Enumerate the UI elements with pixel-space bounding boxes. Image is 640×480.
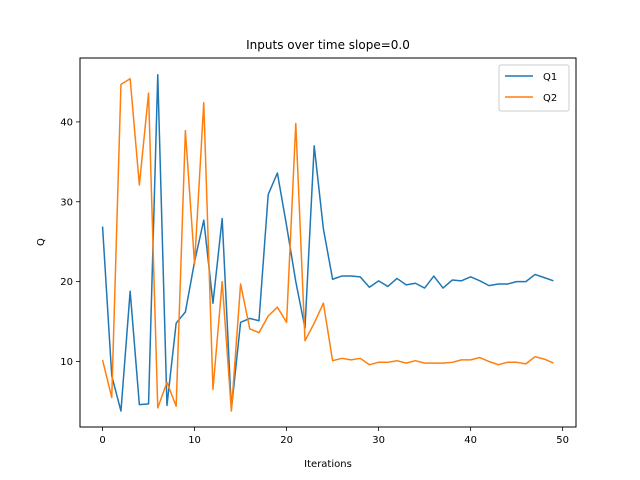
x-tick-label: 0 <box>99 435 105 446</box>
legend-label-q2: Q2 <box>543 93 557 104</box>
legend-box <box>498 64 570 112</box>
y-axis-ticks: 10 20 30 40 <box>60 117 80 368</box>
x-axis-title: Iterations <box>304 459 352 470</box>
axes-frame <box>79 57 577 428</box>
y-tick-label: 10 <box>60 357 73 368</box>
y-axis-title: Q <box>36 238 47 246</box>
plot-area <box>101 74 554 412</box>
x-tick-label: 50 <box>556 435 569 446</box>
chart-title: Inputs over time slope=0.0 <box>246 38 410 52</box>
y-tick-label: 40 <box>60 117 73 128</box>
x-tick-label: 30 <box>372 435 385 446</box>
legend: Q1 Q2 <box>498 64 570 112</box>
x-tick-label: 10 <box>188 435 201 446</box>
x-tick-label: 20 <box>280 435 293 446</box>
series-line-q1 <box>101 74 554 412</box>
legend-label-q1: Q1 <box>543 72 557 83</box>
y-tick-label: 30 <box>60 197 73 208</box>
y-tick-label: 20 <box>60 277 73 288</box>
x-tick-label: 40 <box>464 435 477 446</box>
x-axis-ticks: 0 10 20 30 40 50 <box>99 427 569 446</box>
series-line-q2 <box>101 78 554 412</box>
